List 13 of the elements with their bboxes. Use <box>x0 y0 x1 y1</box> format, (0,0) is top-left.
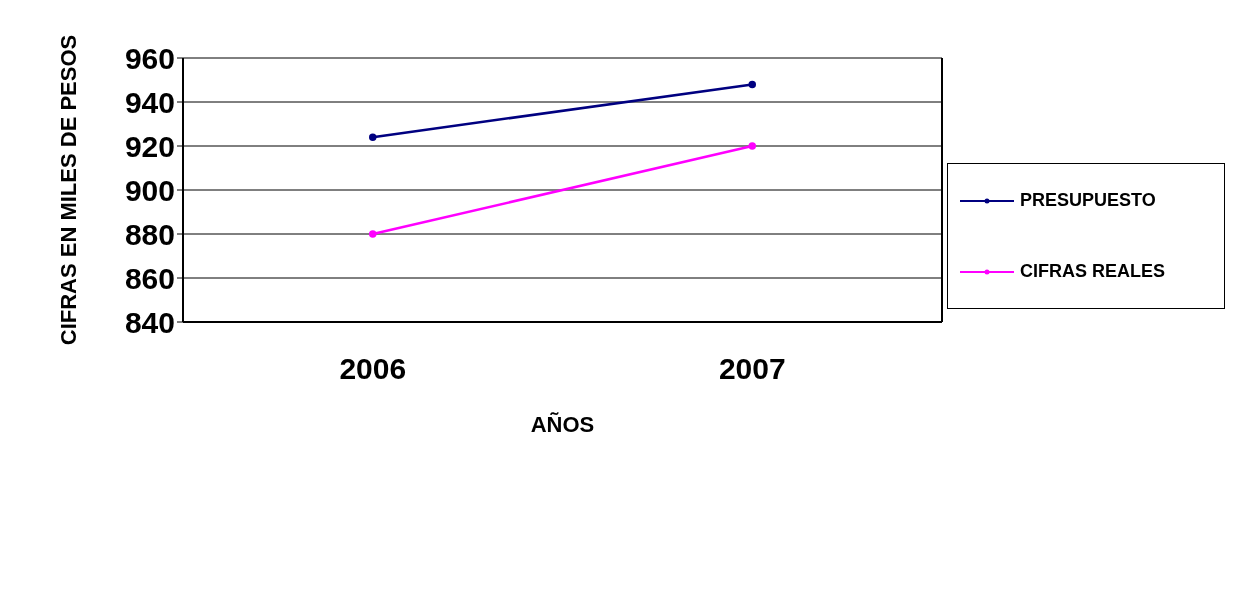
y-tick-label: 920 <box>124 129 175 163</box>
y-tick-label: 880 <box>124 217 175 251</box>
x-tick-label: 2007 <box>718 352 786 386</box>
legend-label: PRESUPUESTO <box>1020 190 1156 211</box>
y-tick-label: 900 <box>124 173 175 207</box>
y-axis-title: CIFRAS EN MILES DE PESOS <box>55 34 81 346</box>
legend-label: CIFRAS REALES <box>1020 261 1166 282</box>
y-tick-label: 840 <box>124 305 175 339</box>
x-axis-title: AÑOS <box>530 412 595 437</box>
y-tick-label: 860 <box>124 261 175 295</box>
x-tick-label: 2006 <box>339 352 407 386</box>
y-tick-label: 960 <box>124 41 175 75</box>
y-tick-label: 940 <box>124 85 175 119</box>
